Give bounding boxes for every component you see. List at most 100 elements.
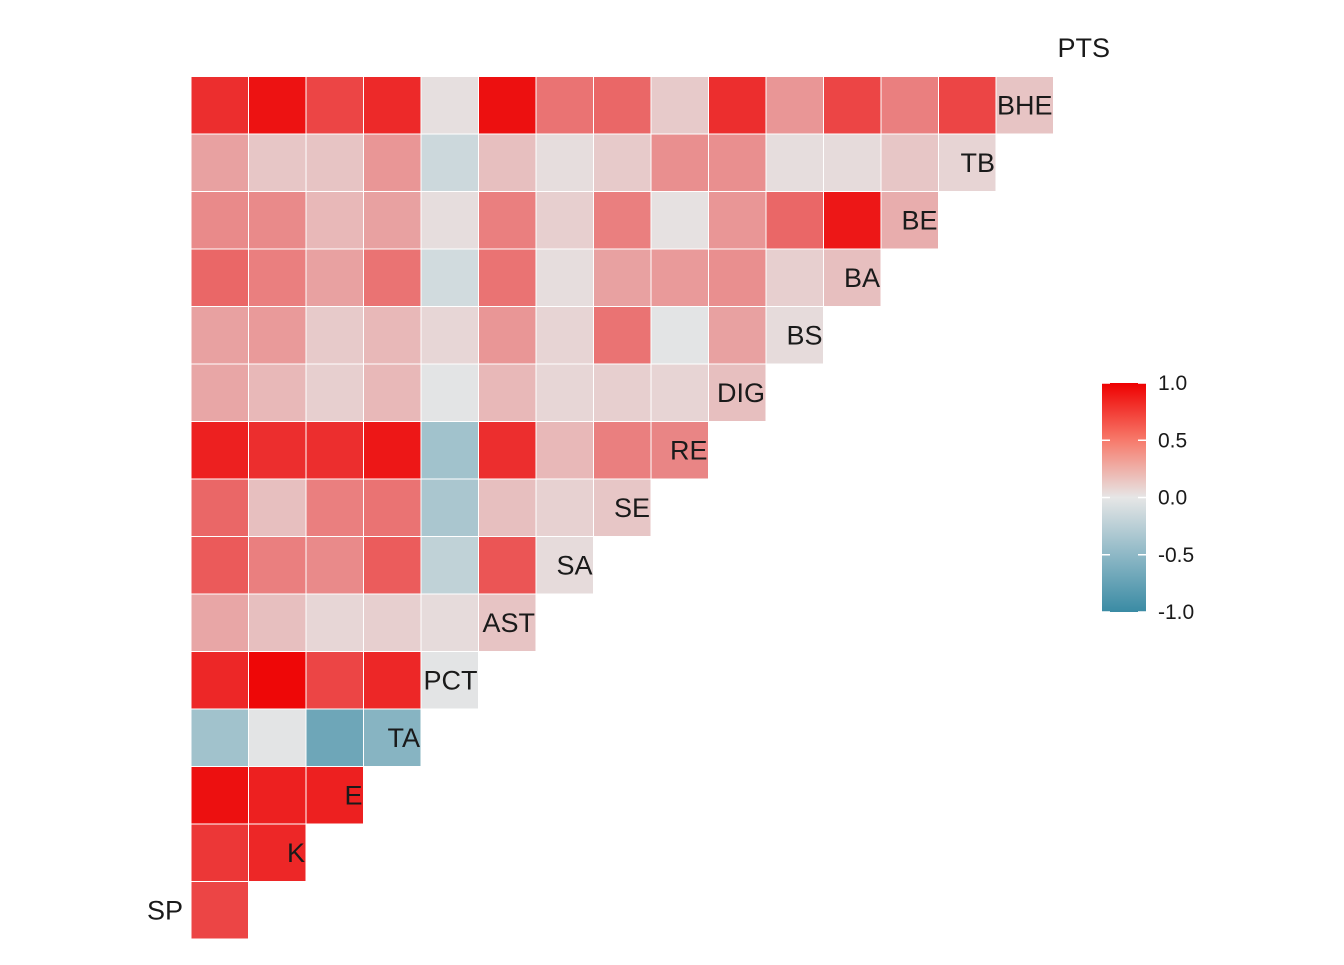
heatmap-cell-re-se — [593, 478, 652, 537]
heatmap-cell-tb-ast — [478, 191, 537, 250]
heatmap-cell-be-se — [593, 248, 652, 307]
heatmap-cell-pts-tb — [938, 76, 997, 135]
heatmap-cell-bhe-se — [593, 133, 652, 192]
heatmap-cell-be-e — [305, 248, 364, 307]
heatmap-cell-tb-se — [593, 191, 652, 250]
heatmap-cell-sa-k — [248, 593, 307, 652]
heatmap-cell-sa-sp — [190, 593, 249, 652]
heatmap-cell-bs-se — [593, 363, 652, 422]
heatmap-cell-dig-k — [248, 421, 307, 480]
legend-tick-label: 1.0 — [1158, 372, 1187, 395]
heatmap-cell-be-re — [650, 248, 709, 307]
heatmap-cell-pts-ast — [478, 76, 537, 135]
heatmap-cell-bs-ta — [363, 363, 422, 422]
variable-label-se: SE — [614, 493, 650, 523]
heatmap-cell-bhe-ast — [478, 133, 537, 192]
heatmap-cell-bs-ast — [478, 363, 537, 422]
heatmap-cell-ast-k — [248, 651, 307, 710]
heatmap-cell-bhe-ta — [363, 133, 422, 192]
heatmap-cell-pct-e — [305, 708, 364, 767]
heatmap-cell-bhe-k — [248, 133, 307, 192]
heatmap-cell-dig-sp — [190, 421, 249, 480]
heatmap-cell-tb-e — [305, 191, 364, 250]
heatmap-cell-pct-sp — [190, 708, 249, 767]
heatmap-cell-be-bs — [765, 248, 824, 307]
heatmap-cell-ba-pct — [420, 306, 479, 365]
heatmap-cell-re-ta — [363, 478, 422, 537]
variable-label-sa: SA — [556, 550, 592, 580]
heatmap-cell-se-k — [248, 536, 307, 595]
heatmap-cell-sa-pct — [420, 593, 479, 652]
heatmap-cell-se-sp — [190, 536, 249, 595]
heatmap-cell-ta-k — [248, 766, 307, 825]
heatmap-cell-be-ast — [478, 248, 537, 307]
variable-label-sp: SP — [147, 895, 183, 925]
heatmap-cell-ast-pct — [420, 651, 479, 710]
heatmap-cell-bs-sp — [190, 363, 249, 422]
heatmap-cell-pts-bhe — [995, 76, 1054, 135]
heatmap-cell-pts-re — [650, 76, 709, 135]
variable-label-tb: TB — [960, 148, 995, 178]
legend-tick-label: 0.5 — [1158, 429, 1187, 452]
heatmap-cell-dig-re — [650, 421, 709, 480]
heatmap-cell-tb-sp — [190, 191, 249, 250]
heatmap-cell-sa-ast — [478, 593, 537, 652]
heatmap-cell-dig-ta — [363, 421, 422, 480]
color-legend: 1.0 0.5 0.0 -0.5 -1.0 — [1102, 372, 1194, 624]
heatmap-cell-bhe-tb — [938, 133, 997, 192]
heatmap-cell-ba-dig — [708, 306, 767, 365]
variable-label-k: K — [287, 838, 305, 868]
heatmap-cell-k-sp — [190, 881, 249, 940]
heatmap-cell-be-k — [248, 248, 307, 307]
heatmap-cells — [190, 76, 1054, 940]
heatmap-cell-pts-sa — [535, 76, 594, 135]
heatmap-cell-se-sa — [535, 536, 594, 595]
heatmap-cell-ast-e — [305, 651, 364, 710]
heatmap-cell-bs-sa — [535, 363, 594, 422]
heatmap-cell-re-sp — [190, 478, 249, 537]
heatmap-cell-ba-ast — [478, 306, 537, 365]
heatmap-cell-se-pct — [420, 536, 479, 595]
heatmap-cell-be-dig — [708, 248, 767, 307]
heatmap-cell-pts-ba — [823, 76, 882, 135]
heatmap-cell-pct-ta — [363, 708, 422, 767]
variable-label-bhe: BHE — [997, 90, 1053, 120]
heatmap-cell-ta-e — [305, 766, 364, 825]
variable-label-pct: PCT — [424, 665, 478, 695]
heatmap-cell-e-sp — [190, 823, 249, 882]
heatmap-cell-be-ta — [363, 248, 422, 307]
heatmap-cell-bhe-dig — [708, 133, 767, 192]
heatmap-cell-se-e — [305, 536, 364, 595]
heatmap-cell-dig-ast — [478, 421, 537, 480]
variable-label-e: E — [344, 780, 362, 810]
heatmap-cell-tb-be — [880, 191, 939, 250]
heatmap-cell-tb-bs — [765, 191, 824, 250]
heatmap-cell-bhe-be — [880, 133, 939, 192]
heatmap-cell-re-sa — [535, 478, 594, 537]
heatmap-cell-be-sa — [535, 248, 594, 307]
variable-label-dig: DIG — [717, 378, 765, 408]
heatmap-cell-bhe-bs — [765, 133, 824, 192]
heatmap-cell-se-ta — [363, 536, 422, 595]
variable-label-bs: BS — [786, 320, 822, 350]
heatmap-cell-re-pct — [420, 478, 479, 537]
heatmap-cell-dig-e — [305, 421, 364, 480]
heatmap-cell-bs-e — [305, 363, 364, 422]
heatmap-cell-pts-bs — [765, 76, 824, 135]
heatmap-cell-tb-re — [650, 191, 709, 250]
heatmap-cell-pct-k — [248, 708, 307, 767]
heatmap-cell-ta-sp — [190, 766, 249, 825]
heatmap-cell-pts-pct — [420, 76, 479, 135]
heatmap-cell-bhe-ba — [823, 133, 882, 192]
heatmap-cell-bs-re — [650, 363, 709, 422]
legend-tick-label: 0.0 — [1158, 487, 1187, 510]
heatmap-cell-ba-bs — [765, 306, 824, 365]
heatmap-cell-pts-ta — [363, 76, 422, 135]
heatmap-cell-tb-sa — [535, 191, 594, 250]
heatmap-cell-bs-pct — [420, 363, 479, 422]
variable-label-be: BE — [901, 205, 937, 235]
heatmap-cell-dig-sa — [535, 421, 594, 480]
